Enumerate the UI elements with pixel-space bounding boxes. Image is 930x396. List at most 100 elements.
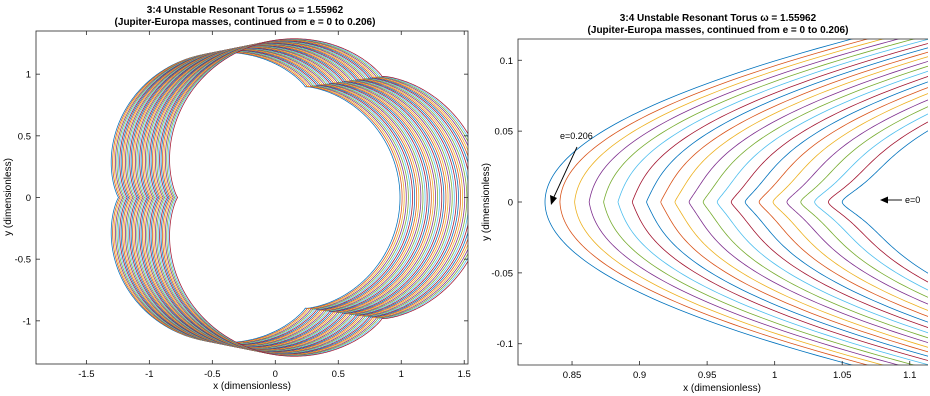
annotation-e-0206: e=0.206: [560, 131, 593, 141]
left-x-tick-label: 0.5: [332, 369, 345, 380]
left-chart-title: 3:4 Unstable Resonant Torus ω = 1.55962: [147, 5, 344, 16]
left-orbit-curve: [166, 39, 468, 356]
right-orbit-curve: [800, 106, 928, 298]
left-chart: 3:4 Unstable Resonant Torus ω = 1.55962 …: [3, 5, 471, 392]
right-orbit-curve: [702, 65, 928, 339]
left-x-tick-label: -0.5: [204, 369, 220, 380]
left-orbit-curve: [164, 39, 468, 356]
left-x-ticks: -1.5 -1 -0.5 0 0.5 1 1.5: [78, 31, 471, 380]
left-orbit-curve: [163, 39, 468, 356]
left-x-tick-label: -1: [145, 369, 153, 380]
left-orbit-curve: [126, 48, 424, 347]
right-plot-curves: [544, 39, 928, 365]
left-orbit-curve: [147, 43, 455, 352]
left-orbit-curve: [119, 50, 413, 345]
left-orbit-curve: [156, 41, 468, 354]
left-orbit-curve: [117, 50, 411, 345]
left-orbit-curve: [113, 51, 405, 344]
left-orbit-curve: [123, 49, 420, 346]
left-orbit-curve: [133, 46, 434, 349]
right-orbit-curve: [544, 39, 854, 365]
left-orbit-curve: [143, 44, 449, 351]
left-orbit-curve: [112, 51, 403, 344]
left-orbit-curve: [149, 43, 457, 352]
right-orbit-curve: [758, 87, 928, 317]
right-y-tick-label: -0.05: [491, 268, 513, 279]
right-orbit-curve: [559, 39, 870, 365]
left-x-tick-label: -1.5: [78, 369, 94, 380]
right-x-ticks: 0.85 0.9 0.95 1 1.05 1.1: [563, 361, 916, 381]
left-orbit-curve: [167, 38, 468, 357]
annotation-arrow-e-0206: [552, 146, 578, 200]
left-orbit-curve: [154, 41, 466, 354]
annotation-arrowhead-e-0206: [550, 195, 557, 205]
right-x-tick-label: 0.95: [698, 370, 717, 381]
left-orbit-curve: [150, 42, 459, 353]
right-orbit-curve: [814, 113, 928, 291]
annotation-arrowhead-e-0: [880, 196, 888, 204]
left-x-tick-label: 1: [399, 369, 404, 380]
right-y-tick-label: -0.1: [497, 339, 513, 350]
right-orbit-curve: [574, 39, 885, 365]
left-orbit-curve: [127, 48, 426, 347]
right-orbit-curve: [631, 43, 928, 361]
left-orbit-curve: [122, 49, 418, 346]
left-plot-curves: [73, 38, 468, 357]
right-chart-subtitle: (Jupiter-Europa masses, continued from e…: [588, 25, 849, 36]
right-orbit-curve: [828, 121, 928, 283]
annotation-e-0: e=0: [905, 195, 920, 205]
right-orbit-curve: [716, 70, 928, 334]
right-x-tick-label: 1.05: [833, 370, 852, 381]
right-y-tick-label: 0.1: [500, 56, 513, 67]
right-orbit-curve: [772, 93, 928, 311]
right-chart-title: 3:4 Unstable Resonant Torus ω = 1.55962: [620, 13, 817, 24]
right-orbit-curve: [841, 130, 928, 274]
right-orbit-curve: [730, 76, 928, 328]
left-y-tick-label: 0: [26, 193, 31, 204]
right-axes-box: [517, 38, 928, 366]
left-x-axis-label: x (dimensionless): [213, 381, 291, 392]
left-orbit-curve: [146, 43, 453, 352]
left-y-tick-label: -0.5: [15, 255, 31, 266]
left-x-tick-label: 1.5: [458, 369, 471, 380]
right-chart: 3:4 Unstable Resonant Torus ω = 1.55962 …: [481, 13, 928, 394]
right-y-ticks: -0.1 -0.05 0 0.05 0.1: [491, 56, 522, 350]
left-orbit-curve: [110, 52, 401, 343]
left-orbit-curve: [152, 42, 461, 353]
left-orbit-curve: [125, 48, 422, 347]
left-orbit-curve: [139, 45, 443, 350]
right-y-tick-label: 0: [508, 198, 513, 209]
right-orbit-curve: [786, 99, 928, 305]
left-orbit-curve: [129, 47, 428, 348]
left-y-tick-label: 0.5: [18, 131, 31, 142]
left-orbit-curve: [132, 47, 432, 348]
right-x-tick-label: 1: [772, 370, 777, 381]
left-orbit-curve: [153, 42, 464, 353]
left-orbit-curve: [142, 44, 447, 351]
left-orbit-curve: [136, 46, 438, 349]
left-orbit-curve: [144, 44, 451, 351]
left-y-ticks: -1 -0.5 0 0.5 1: [15, 70, 468, 327]
right-orbit-curve: [588, 39, 900, 365]
right-orbit-curve: [660, 51, 928, 353]
right-orbit-curve: [688, 60, 928, 344]
left-orbit-curve: [160, 40, 468, 355]
left-orbit-curve: [162, 40, 468, 355]
left-orbit-curve: [115, 51, 407, 344]
right-x-tick-label: 0.85: [563, 370, 582, 381]
left-x-tick-label: 0: [273, 369, 278, 380]
left-y-axis-label: y (dimensionless): [3, 158, 14, 236]
right-y-axis-label: y (dimensionless): [481, 163, 492, 241]
left-orbit-curve: [116, 50, 409, 345]
right-orbit-curve: [646, 47, 928, 357]
left-orbit-curve: [169, 38, 468, 357]
left-orbit-curve: [159, 40, 468, 355]
left-orbit-curve: [157, 41, 468, 354]
left-orbit-curve: [120, 49, 415, 346]
left-orbit-curve: [135, 46, 436, 349]
left-y-tick-label: -1: [23, 316, 31, 327]
right-y-tick-label: 0.05: [495, 127, 514, 138]
right-orbit-curve: [603, 39, 916, 365]
right-orbit-curve: [674, 56, 928, 348]
